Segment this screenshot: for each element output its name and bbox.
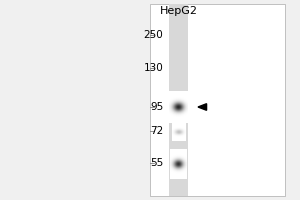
Bar xyxy=(150,4,285,196)
Text: 72: 72 xyxy=(150,126,164,136)
Text: HepG2: HepG2 xyxy=(160,6,197,16)
Text: 130: 130 xyxy=(144,63,164,73)
Text: 55: 55 xyxy=(150,158,164,168)
Text: 95: 95 xyxy=(150,102,164,112)
Text: 250: 250 xyxy=(144,30,164,40)
Polygon shape xyxy=(198,104,207,110)
Bar xyxy=(169,4,188,196)
